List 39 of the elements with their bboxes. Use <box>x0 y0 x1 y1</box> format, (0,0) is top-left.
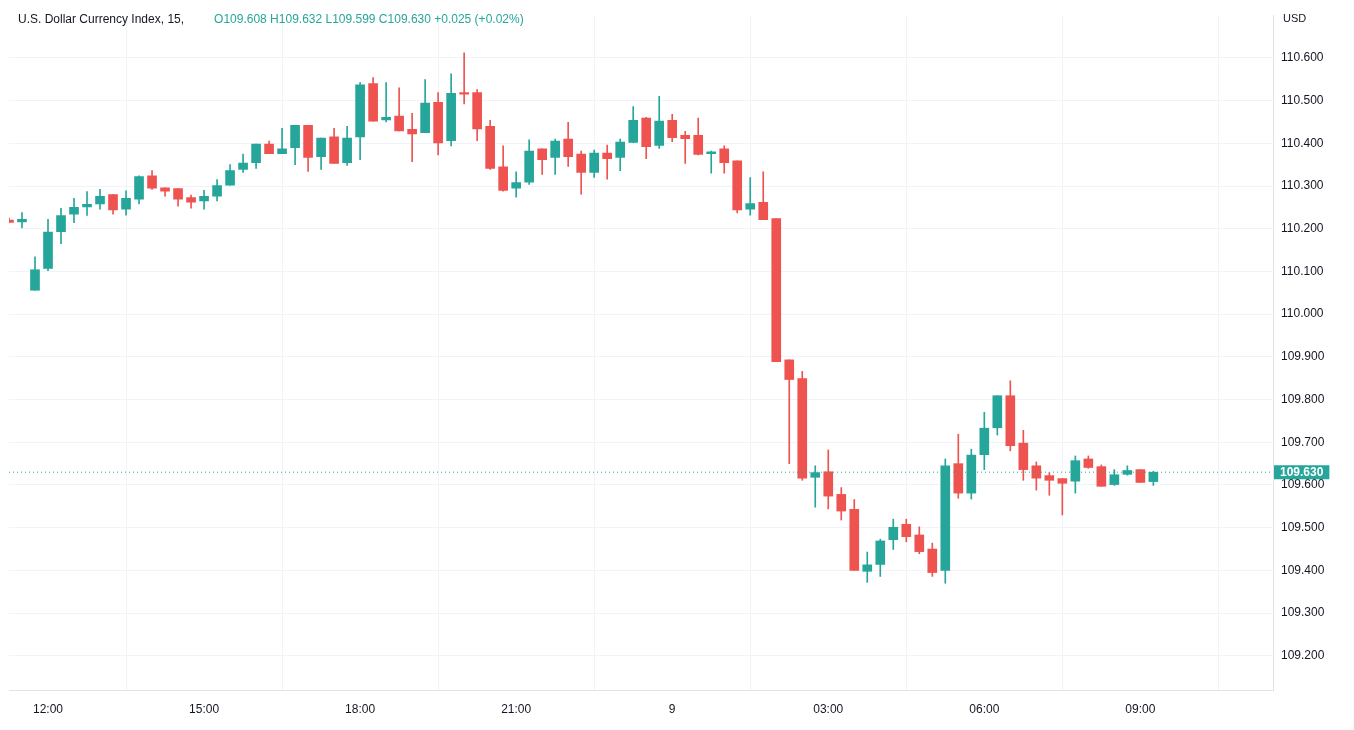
y-tick-label: 110.300 <box>1281 178 1324 193</box>
candlestick <box>277 128 287 154</box>
x-tick-label: 21:00 <box>501 701 532 716</box>
candlestick <box>17 212 27 229</box>
candlestick <box>407 113 417 163</box>
y-tick-label: 110.200 <box>1281 221 1324 236</box>
y-tick-label: 109.200 <box>1281 648 1325 663</box>
candlestick <box>602 144 613 180</box>
ref-line-label: 109.630 <box>1280 465 1324 480</box>
x-tick-label: 9 <box>668 701 676 716</box>
x-tick-label: 18:00 <box>345 701 376 716</box>
x-tick-label: 12:00 <box>33 701 64 716</box>
y-tick-label: 109.500 <box>1281 520 1325 535</box>
y-tick-label: 109.900 <box>1281 349 1325 364</box>
y-tick-label: 110.100 <box>1281 263 1324 278</box>
y-tick-label: 109.400 <box>1281 562 1325 577</box>
y-tick-label: 110.500 <box>1281 92 1324 107</box>
y-tick-label: 109.300 <box>1281 605 1325 620</box>
y-tick-label: 110.600 <box>1281 50 1324 65</box>
candlestick <box>784 359 795 464</box>
candlestick <box>381 82 391 123</box>
candlestick <box>680 131 691 164</box>
candlestick <box>1044 472 1055 496</box>
annotation: O109.608 H109.632 L109.599 C109.630 +0.025 (+0.02%) <box>214 12 524 27</box>
candlestick <box>82 191 92 216</box>
candlestick <box>745 177 756 216</box>
candlestick <box>459 52 469 105</box>
y-tick-label: 110.400 <box>1281 135 1324 150</box>
x-tick-label: 09:00 <box>1125 701 1156 716</box>
y-tick-label: 109.600 <box>1281 477 1325 492</box>
x-tick-label: 15:00 <box>189 701 220 716</box>
x-tick-label: 03:00 <box>813 701 844 716</box>
x-tick-label: 06:00 <box>969 701 1000 716</box>
candlestick <box>862 551 873 583</box>
chart-title: U.S. Dollar Currency Index, 15, <box>18 12 185 27</box>
y-tick-label: 109.700 <box>1281 434 1325 449</box>
y-axis-title: USD <box>1283 12 1307 25</box>
y-tick-label: 110.000 <box>1281 306 1324 321</box>
y-tick-label: 109.800 <box>1281 391 1325 406</box>
